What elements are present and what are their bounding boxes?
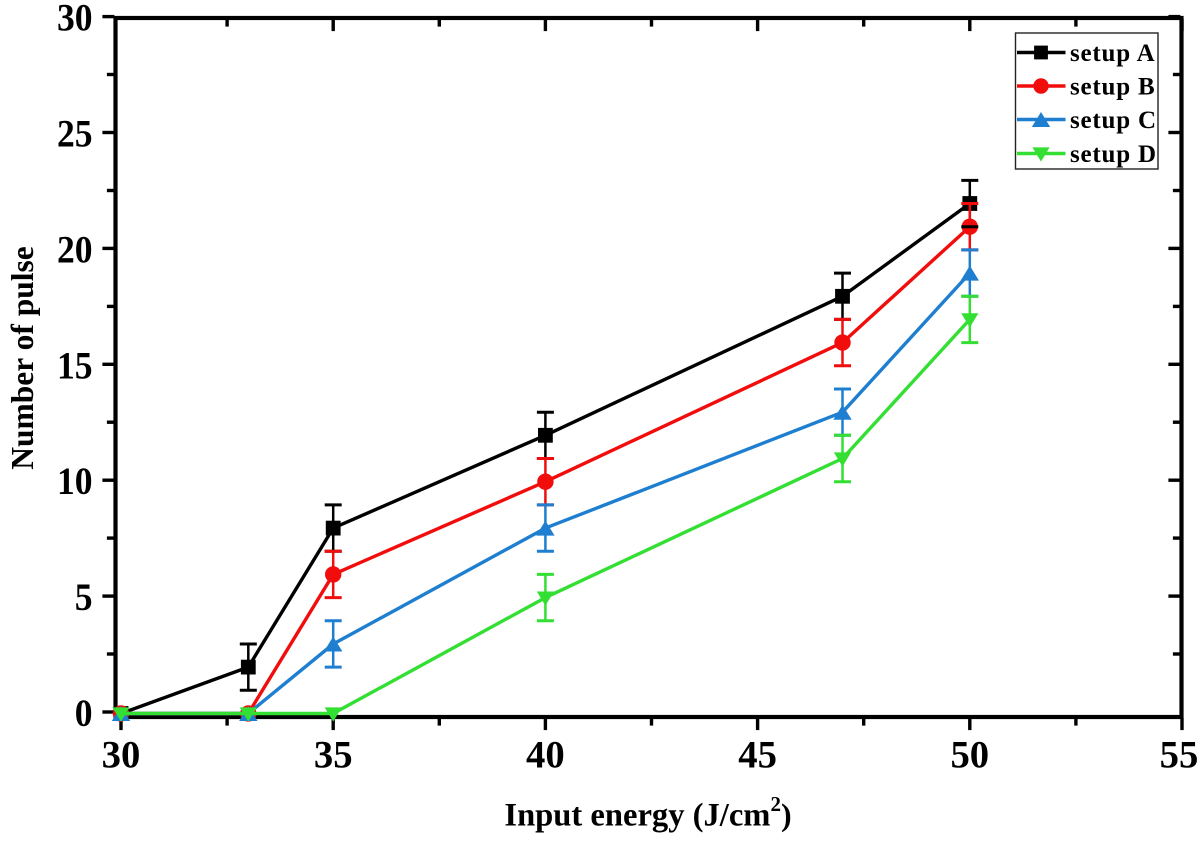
svg-text:40: 40 <box>526 733 565 776</box>
svg-text:20: 20 <box>57 229 93 272</box>
svg-text:50: 50 <box>950 733 989 776</box>
svg-text:setup B: setup B <box>1070 73 1155 100</box>
svg-text:setup D: setup D <box>1070 141 1157 168</box>
svg-text:setup A: setup A <box>1070 40 1155 67</box>
svg-text:5: 5 <box>75 576 93 619</box>
svg-text:15: 15 <box>57 345 93 388</box>
svg-text:Input energy (J/cm2): Input energy (J/cm2) <box>504 792 791 834</box>
svg-text:55: 55 <box>1160 733 1199 776</box>
svg-text:45: 45 <box>738 733 777 776</box>
svg-text:10: 10 <box>57 461 93 504</box>
svg-text:Number of pulse: Number of pulse <box>5 246 40 469</box>
svg-text:30: 30 <box>57 0 93 40</box>
svg-text:0: 0 <box>75 692 93 735</box>
svg-text:35: 35 <box>314 733 353 776</box>
svg-text:setup C: setup C <box>1070 107 1157 134</box>
svg-text:25: 25 <box>57 113 93 156</box>
svg-text:30: 30 <box>102 733 141 776</box>
